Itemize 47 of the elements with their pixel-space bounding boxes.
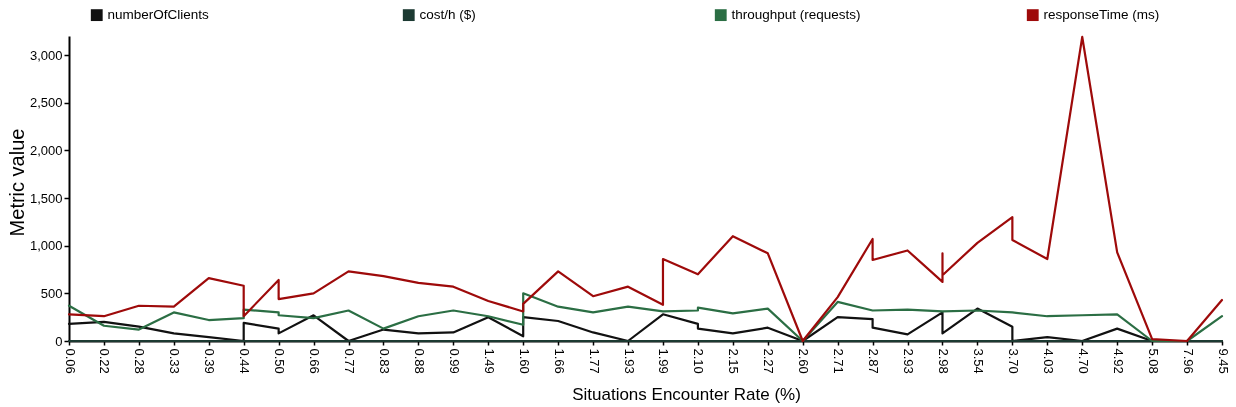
x-tick-label: 0.33 (167, 348, 183, 374)
x-tick-label: 9.45 (1215, 348, 1231, 374)
x-tick-label: 2.10 (691, 348, 707, 374)
legend-label: numberOfClients (107, 7, 210, 23)
x-tick-label: 0.28 (132, 348, 148, 374)
y-tick-label: 0 (55, 333, 63, 349)
x-tick-label: 1.66 (551, 348, 567, 374)
legend-label: cost/h ($) (419, 7, 476, 23)
x-tick-label: 7.96 (1180, 348, 1196, 374)
x-tick-label: 2.27 (761, 348, 777, 374)
y-tick-label: 2,500 (29, 95, 63, 111)
x-tick-label: 2.60 (796, 348, 812, 374)
y-tick-label: 2,000 (29, 142, 63, 158)
x-tick-label: 2.98 (935, 348, 951, 374)
x-tick-label: 1.49 (481, 348, 497, 374)
x-tick-label: 4.03 (1040, 348, 1056, 374)
y-tick-label: 500 (40, 285, 63, 301)
x-tick-label: 3.54 (970, 348, 986, 374)
x-tick-label: 0.66 (307, 348, 323, 374)
y-tick-label: 1,500 (29, 190, 63, 206)
x-tick-label: 1.77 (586, 348, 602, 374)
x-tick-label: 1.60 (516, 348, 532, 374)
x-tick-label: 3.70 (1005, 348, 1021, 374)
x-tick-label: 1.93 (621, 348, 637, 374)
x-tick-label: 0.99 (446, 348, 462, 374)
x-tick-label: 0.83 (376, 348, 392, 374)
x-tick-label: 0.06 (62, 348, 78, 374)
y-tick-label: 3,000 (29, 47, 63, 63)
x-tick-label: 2.93 (901, 348, 917, 374)
x-tick-label: 1.99 (656, 348, 672, 374)
x-tick-label: 0.22 (97, 348, 113, 374)
x-tick-label: 0.50 (272, 348, 288, 374)
x-tick-label: 0.88 (411, 348, 427, 374)
x-tick-label: 2.87 (866, 348, 882, 374)
x-tick-label: 0.77 (342, 348, 358, 374)
x-axis-title: Situations Encounter Rate (%) (572, 384, 801, 404)
x-tick-label: 2.15 (726, 348, 742, 374)
x-tick-label: 0.44 (237, 348, 253, 374)
x-tick-label: 4.70 (1075, 348, 1091, 374)
legend-label: throughput (requests) (731, 7, 861, 23)
x-tick-label: 4.92 (1110, 348, 1126, 374)
y-axis-title: Metric value (5, 128, 28, 237)
x-tick-label: 2.71 (831, 348, 847, 374)
x-tick-label: 0.39 (202, 348, 218, 374)
legend-label: responseTime (ms) (1043, 7, 1160, 23)
y-tick-label: 1,000 (29, 238, 63, 254)
x-tick-label: 5.08 (1145, 348, 1161, 374)
